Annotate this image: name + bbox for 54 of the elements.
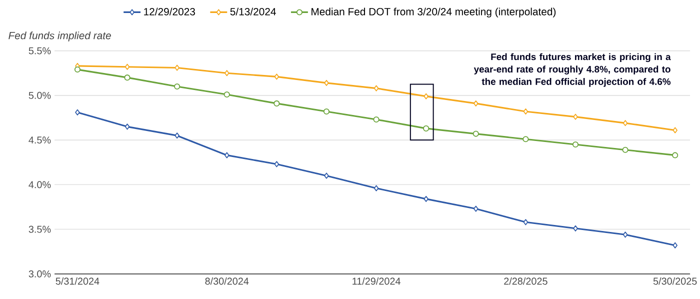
point (323, 108, 330, 115)
y-axis-title: Fed funds implied rate (8, 32, 111, 42)
y-tick-label: 4.0% (28, 181, 51, 188)
point (75, 109, 80, 116)
point (174, 64, 180, 71)
point (174, 84, 180, 90)
point (672, 242, 678, 248)
point (474, 206, 478, 212)
point (672, 127, 678, 134)
point (324, 80, 329, 86)
point (224, 92, 230, 98)
point (124, 74, 130, 81)
point (124, 124, 130, 130)
point (573, 114, 578, 120)
point (523, 108, 528, 115)
point (522, 136, 529, 142)
point (572, 142, 579, 148)
point (622, 232, 628, 238)
point (523, 219, 528, 226)
point (274, 161, 280, 168)
point (424, 93, 428, 100)
legend-label: Median Fed DOT from 3/20/24 meeting (interpolated) (312, 8, 556, 18)
annotation: Fed funds futures market is pricing in a year-end rate of roughly 4.8%, compared to the median Fed official projection of 4.6% (474, 53, 671, 87)
legend-label: 5/13/2024 (230, 8, 276, 16)
point (124, 64, 130, 70)
point (324, 172, 329, 179)
x-tick-label: 8/30/2024 (205, 278, 249, 285)
point (374, 85, 379, 92)
y-tick-label: 3.0% (28, 270, 51, 278)
point (424, 196, 428, 202)
point (474, 100, 478, 107)
y-tick-label: 5.0% (28, 92, 51, 100)
point (573, 225, 578, 232)
point (622, 146, 628, 153)
x-tick-label: 2/28/2025 (504, 278, 548, 285)
point (274, 100, 280, 107)
y-tick-label: 3.5% (28, 226, 51, 233)
point (374, 185, 379, 192)
point (74, 66, 80, 73)
point (472, 130, 479, 137)
point (423, 126, 430, 132)
point (622, 120, 628, 126)
x-tick-label: 11/29/2024 (352, 278, 400, 285)
point (373, 116, 380, 123)
y-tick-label: 5.5% (28, 47, 51, 54)
point (224, 152, 230, 158)
legend-label: 12/29/2023 (144, 8, 195, 16)
point (224, 70, 230, 76)
x-tick-label: 5/30/2025 (653, 278, 697, 285)
y-tick-label: 4.5% (28, 136, 51, 144)
point (672, 152, 678, 158)
x-tick-label: 5/31/2024 (56, 278, 100, 285)
point (174, 132, 180, 139)
point (274, 74, 280, 80)
